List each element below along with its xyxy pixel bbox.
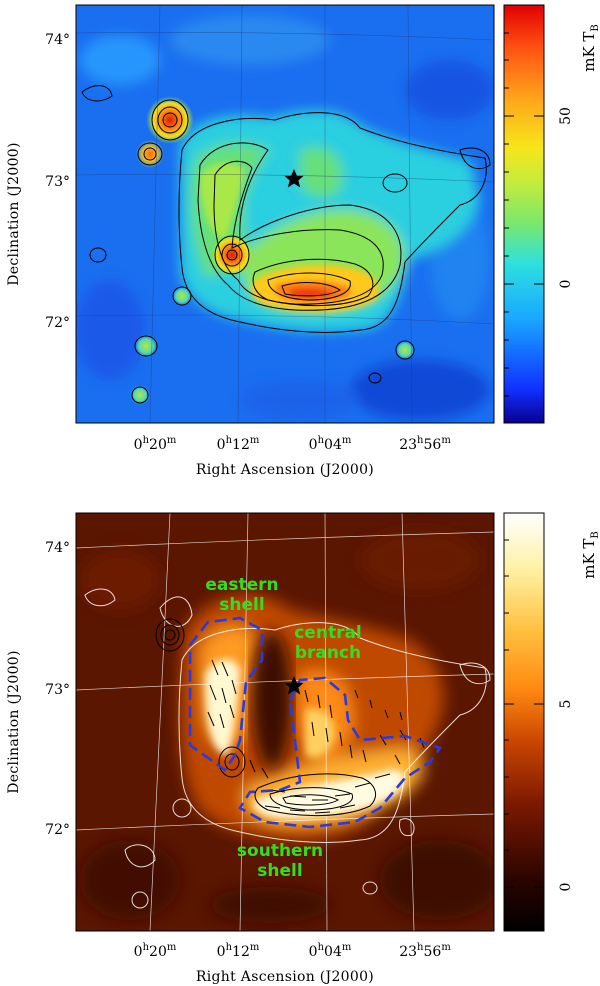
- x-tick-label: 23h56m: [399, 435, 451, 453]
- colorbar-tick-label: 5: [558, 700, 574, 709]
- bottom-panel: eastern shell central branch southern shell…: [0, 500, 600, 986]
- compact-source: [395, 340, 415, 360]
- top-x-ticks: 0h20m 0h12m 0h04m 23h56m: [134, 435, 452, 453]
- colorbar-tick-label: 50: [558, 107, 574, 125]
- bottom-colorbar-ticks: [504, 539, 544, 924]
- x-axis-title: Right Ascension (J2000): [196, 462, 374, 478]
- star-marker: [284, 676, 304, 695]
- top-y-ticks: 74° 73° 72°: [45, 32, 70, 331]
- y-tick-label: 72°: [45, 315, 70, 331]
- colorbar-title: mK TB: [580, 531, 600, 579]
- y-axis-title: Declination (J2000): [6, 142, 22, 286]
- bottom-inner-contours: [155, 618, 377, 817]
- bottom-coordinate-grid: [76, 513, 494, 931]
- x-tick-label: 23h56m: [399, 942, 451, 960]
- compact-source: [130, 385, 150, 405]
- annotation-eastern-shell: eastern shell: [205, 575, 278, 615]
- y-tick-label: 74°: [45, 32, 70, 48]
- southern-shell-outline: [238, 676, 443, 829]
- annotation-central-branch: central branch: [294, 623, 362, 663]
- y-axis-title: Declination (J2000): [6, 650, 22, 794]
- top-plot-frame: [75, 4, 495, 424]
- x-tick-label: 0h12m: [217, 435, 260, 453]
- bottom-y-ticks: 74° 73° 72°: [45, 540, 70, 838]
- top-panel: 74° 73° 72° 0h20m 0h12m 0h04m 23h56m Rig…: [0, 0, 600, 490]
- x-tick-label: 0h12m: [217, 942, 260, 960]
- y-tick-label: 73°: [45, 682, 70, 698]
- top-contours: [81, 85, 491, 404]
- top-colorbar: [503, 4, 545, 424]
- top-colorbar-ticks: [504, 32, 544, 397]
- colorbar-title: mK TB: [580, 24, 600, 72]
- x-tick-label: 0h04m: [309, 942, 352, 960]
- x-tick-label: 0h20m: [134, 435, 177, 453]
- compact-source: [136, 140, 164, 168]
- colorbar-tick-label: 0: [558, 883, 574, 892]
- top-coordinate-grid: [76, 5, 494, 423]
- y-tick-label: 73°: [45, 174, 70, 190]
- y-tick-label: 72°: [45, 822, 70, 838]
- top-chart: 74° 73° 72° 0h20m 0h12m 0h04m 23h56m Rig…: [6, 4, 600, 478]
- x-tick-label: 0h04m: [309, 435, 352, 453]
- compact-source: [172, 286, 192, 306]
- compact-source: [210, 233, 254, 277]
- compact-source: [134, 334, 158, 358]
- bottom-heatmap: eastern shell central branch southern shell: [76, 513, 494, 931]
- colorbar-tick-label: 0: [558, 280, 574, 289]
- top-heatmap: [76, 5, 494, 423]
- region-outlines: [188, 616, 443, 829]
- polarization-vectors: [207, 659, 425, 814]
- compact-source: [146, 96, 194, 144]
- bottom-colorbar: [503, 512, 545, 932]
- y-tick-label: 74°: [45, 540, 70, 556]
- bottom-x-ticks: 0h20m 0h12m 0h04m 23h56m: [134, 942, 452, 960]
- x-tick-label: 0h20m: [134, 942, 177, 960]
- bottom-chart: eastern shell central branch southern shell…: [6, 512, 600, 985]
- x-axis-title: Right Ascension (J2000): [196, 969, 374, 985]
- annotation-southern-shell: southern shell: [237, 841, 323, 881]
- star-marker: [284, 169, 304, 188]
- bottom-contours: [84, 588, 491, 909]
- bottom-plot-frame: [75, 512, 495, 932]
